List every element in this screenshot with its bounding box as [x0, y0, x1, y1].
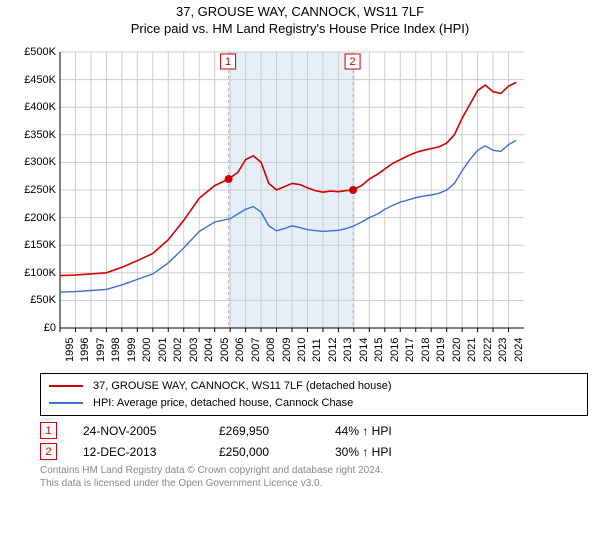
x-tick-label: 2012 [327, 338, 339, 362]
x-tick-label: 2009 [281, 338, 293, 362]
x-tick-label: 1996 [79, 338, 91, 362]
sale-date: 12-DEC-2013 [83, 445, 193, 459]
legend: 37, GROUSE WAY, CANNOCK, WS11 7LF (detac… [40, 373, 588, 416]
footer-line-1: Contains HM Land Registry data © Crown c… [40, 464, 588, 477]
sale-date: 24-NOV-2005 [83, 424, 193, 438]
y-tick-label: £200K [24, 212, 56, 224]
x-tick-label: 2023 [497, 338, 509, 362]
x-tick-label: 2021 [466, 338, 478, 362]
title-line-1: 37, GROUSE WAY, CANNOCK, WS11 7LF [0, 4, 600, 19]
sale-marker-dot [349, 186, 357, 194]
y-tick-label: £350K [24, 129, 56, 141]
chart-title: 37, GROUSE WAY, CANNOCK, WS11 7LF Price … [0, 0, 600, 36]
x-tick-label: 2022 [482, 338, 494, 362]
sales-table: 1 24-NOV-2005 £269,950 44% ↑ HPI 2 12-DEC-201… [40, 422, 588, 460]
x-tick-label: 2019 [435, 338, 447, 362]
y-tick-label: £300K [24, 156, 56, 168]
x-tick-label: 2008 [265, 338, 277, 362]
x-tick-label: 2007 [250, 338, 262, 362]
x-tick-label: 2011 [311, 338, 323, 362]
sale-marker-number: 1 [225, 56, 231, 68]
y-tick-label: £500K [24, 46, 56, 58]
sale-price: £250,000 [219, 445, 309, 459]
x-tick-label: 2016 [389, 338, 401, 362]
sale-badge: 2 [40, 443, 57, 460]
sale-row: 2 12-DEC-2013 £250,000 30% ↑ HPI [40, 443, 588, 460]
x-tick-label: 2000 [141, 338, 153, 362]
legend-label: 37, GROUSE WAY, CANNOCK, WS11 7LF (detac… [93, 378, 392, 395]
x-tick-label: 1995 [64, 338, 76, 362]
x-tick-label: 2024 [513, 338, 525, 362]
x-tick-label: 2003 [188, 338, 200, 362]
y-tick-label: £250K [24, 184, 56, 196]
x-tick-label: 2015 [373, 338, 385, 362]
x-tick-label: 1998 [110, 338, 122, 362]
legend-swatch [49, 385, 83, 387]
x-tick-label: 2006 [234, 338, 246, 362]
legend-swatch [49, 402, 83, 404]
title-line-2: Price paid vs. HM Land Registry's House … [0, 21, 600, 36]
sale-badge: 1 [40, 422, 57, 439]
y-tick-label: £0 [44, 322, 56, 334]
sale-row: 1 24-NOV-2005 £269,950 44% ↑ HPI [40, 422, 588, 439]
legend-label: HPI: Average price, detached house, Cann… [93, 395, 353, 412]
footer-line-2: This data is licensed under the Open Gov… [40, 477, 588, 490]
legend-item: 37, GROUSE WAY, CANNOCK, WS11 7LF (detac… [49, 378, 579, 395]
x-tick-label: 2020 [451, 338, 463, 362]
x-tick-label: 2001 [157, 338, 169, 362]
sale-price: £269,950 [219, 424, 309, 438]
x-tick-label: 1999 [126, 338, 138, 362]
x-tick-label: 2010 [296, 338, 308, 362]
footer-attribution: Contains HM Land Registry data © Crown c… [40, 464, 588, 490]
x-tick-label: 2018 [420, 338, 432, 362]
line-chart: 12 [12, 44, 532, 364]
sale-marker-number: 2 [350, 56, 356, 68]
legend-item: HPI: Average price, detached house, Cann… [49, 395, 579, 412]
x-tick-label: 2014 [358, 338, 370, 362]
x-tick-label: 1997 [95, 338, 107, 362]
x-tick-label: 2013 [342, 338, 354, 362]
y-tick-label: £100K [24, 267, 56, 279]
chart-container: 12 £0£50K£100K£150K£200K£250K£300K£350K£… [12, 44, 588, 367]
sale-delta: 44% ↑ HPI [335, 424, 392, 438]
sale-delta: 30% ↑ HPI [335, 445, 392, 459]
x-tick-label: 2005 [219, 338, 231, 362]
y-tick-label: £150K [24, 239, 56, 251]
y-tick-label: £400K [24, 101, 56, 113]
sale-marker-dot [225, 175, 233, 183]
x-tick-label: 2017 [404, 338, 416, 362]
y-tick-label: £450K [24, 74, 56, 86]
x-tick-label: 2002 [172, 338, 184, 362]
y-tick-label: £50K [30, 294, 56, 306]
x-tick-label: 2004 [203, 338, 215, 362]
